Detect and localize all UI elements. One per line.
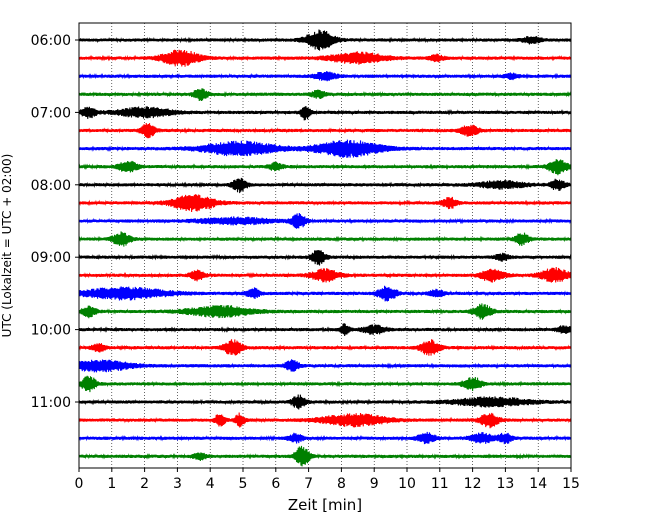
x-tick-label: 13 (496, 476, 514, 492)
grid-lines (111, 23, 539, 468)
trace-1130 (78, 431, 572, 445)
plot-frame (78, 22, 572, 469)
traces (78, 29, 572, 467)
trace-0600 (78, 29, 572, 51)
trace-0815 (78, 194, 572, 212)
trace-1045 (78, 375, 572, 393)
trace-0945 (78, 303, 572, 320)
trace-0630 (78, 71, 572, 82)
x-axis-label: Zeit [min] (288, 496, 362, 514)
trace-1145 (78, 445, 572, 467)
trace-0930 (78, 285, 572, 302)
x-tick-label: 14 (529, 476, 547, 492)
trace-0845 (78, 231, 572, 247)
x-tick-label: 6 (271, 476, 280, 492)
trace-0830 (78, 212, 572, 229)
trace-1030 (78, 359, 572, 373)
x-tick-label: 10 (398, 476, 416, 492)
x-tick-label: 7 (304, 476, 313, 492)
trace-0645 (78, 88, 572, 102)
x-tick-label: 8 (337, 476, 346, 492)
x-tick-label: 11 (431, 476, 449, 492)
x-tick-label: 2 (140, 476, 149, 492)
y-tick-label: 07:00 (31, 105, 71, 121)
y-tick-label: 08:00 (31, 178, 71, 194)
x-tick-label: 9 (370, 476, 379, 492)
y-tick-label: 11:00 (31, 395, 71, 411)
trace-0615 (78, 49, 572, 67)
x-tick-label: 1 (107, 476, 116, 492)
x-axis-ticks: 0 1 2 3 4 5 6 7 8 9 10 11 12 13 14 15 (75, 468, 580, 492)
y-tick-label: 10:00 (31, 323, 71, 339)
trace-0900 (78, 250, 572, 266)
trace-1100 (78, 394, 572, 410)
x-tick-label: 4 (206, 476, 215, 492)
trace-1115 (78, 412, 572, 429)
trace-0800 (78, 177, 572, 194)
trace-1000 (78, 323, 572, 337)
x-tick-label: 12 (464, 476, 482, 492)
y-axis-label: UTC (Lokalzeit = UTC + 02:00) (0, 154, 14, 338)
trace-0715 (78, 122, 572, 139)
x-tick-label: 0 (75, 476, 84, 492)
trace-0730 (78, 139, 572, 158)
y-tick-label: 06:00 (31, 33, 71, 49)
x-tick-label: 5 (239, 476, 248, 492)
y-tick-label: 09:00 (31, 250, 71, 266)
x-tick-label: 3 (173, 476, 182, 492)
trace-0700 (78, 105, 572, 121)
y-axis-ticks: 06:00 07:00 08:00 09:00 10:00 11:00 (31, 33, 79, 411)
x-tick-label: 15 (562, 476, 580, 492)
trace-0915 (78, 267, 572, 283)
trace-0745 (78, 159, 572, 176)
trace-1015 (78, 339, 572, 356)
